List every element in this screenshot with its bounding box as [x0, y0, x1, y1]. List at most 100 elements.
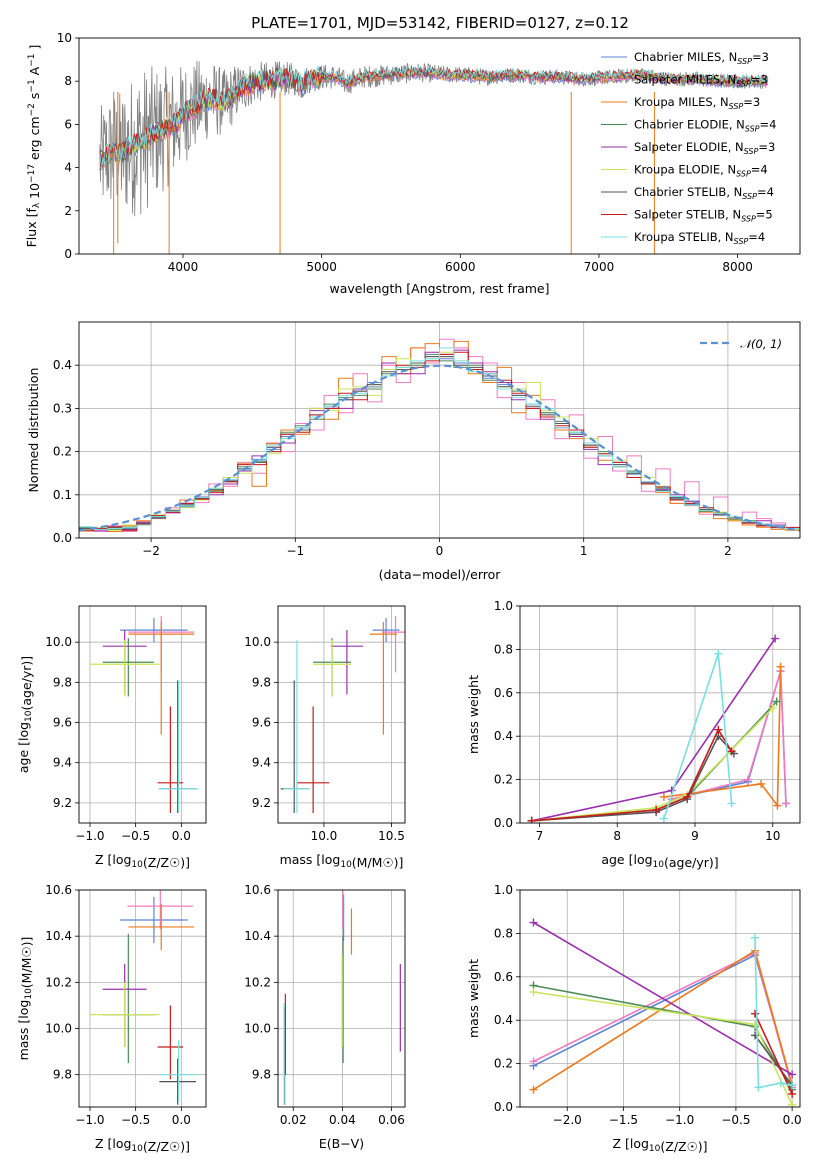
legend-nssp: =4	[751, 163, 768, 177]
label-text: Normed distribution	[26, 368, 41, 493]
y-tick-label: 10	[57, 31, 72, 45]
errorbar-chabrier-stelib	[159, 1058, 196, 1105]
label-text: mass weight	[466, 675, 481, 754]
label-text: A	[27, 66, 42, 75]
y-tick-label: 0.2	[494, 1057, 513, 1071]
legend-nssp: =4	[760, 118, 777, 132]
label-text: (Z/Z☉)]	[143, 855, 190, 870]
y-tick-label: 8	[64, 74, 72, 88]
label-subscript: λ	[32, 202, 42, 208]
y-tick-label: 0.4	[494, 729, 513, 743]
label-subscript: 10	[131, 1144, 143, 1154]
y-tick-label: 0.6	[494, 970, 513, 984]
axes-frame	[277, 605, 406, 824]
y-tick-label: 0.4	[53, 358, 72, 372]
legend-model-name: Salpeter ELODIE, N	[634, 140, 744, 154]
errorbar-kroupa-stelib	[158, 1040, 199, 1103]
x-axis-label: Z [log10(Z/Z☉)]	[95, 852, 190, 870]
y-tick-label: 0.0	[494, 1100, 513, 1114]
plot-area	[529, 918, 797, 1107]
legend-model-name: Kroupa MILES, N	[634, 95, 729, 109]
label-text: Z [	[95, 852, 112, 867]
x-tick-label: 10.0	[311, 829, 338, 843]
gaussian-reference-curve	[79, 364, 800, 532]
plot-area	[79, 338, 800, 532]
legend-model-name: Salpeter STELIB, N	[634, 208, 741, 222]
y-tick-label: 9.6	[252, 716, 271, 730]
weight-series-kroupa-stelib	[659, 649, 736, 823]
legend-subscript: SSP	[736, 170, 751, 179]
x-tick-label: −1.0	[75, 829, 104, 843]
y-tick-label: 9.8	[53, 1068, 72, 1082]
x-tick-label: 0.06	[378, 1113, 405, 1127]
label-text: mass [	[280, 852, 322, 867]
legend-subscript: SSP	[745, 125, 760, 134]
x-tick-label: 10	[765, 829, 780, 843]
x-tick-label: −1	[286, 544, 304, 558]
errorbar-kroupa-elodie	[89, 640, 160, 697]
errorbar-salpeter-miles	[382, 616, 405, 673]
x-axis-label: (data−model)/error	[379, 567, 502, 582]
label-text: mass weight	[466, 959, 481, 1038]
label-text: log	[633, 852, 652, 867]
errorbar-salpeter-elodie	[330, 630, 364, 695]
label-text: (Z/Z☉)]	[143, 1139, 190, 1154]
y-tick-label: 0	[64, 247, 72, 261]
y-tick-label: 10.4	[45, 929, 72, 943]
x-tick-label: −0.5	[721, 1113, 750, 1127]
x-tick-label: 5000	[306, 260, 337, 274]
legend-model-name: Chabrier MILES, N	[634, 50, 737, 64]
x-tick-label: 0.0	[172, 1113, 191, 1127]
y-tick-label: 9.4	[53, 756, 72, 770]
label-text: Flux [f	[24, 208, 39, 248]
figure-title: PLATE=1701, MJD=53142, FIBERID=0127, z=0…	[251, 14, 629, 32]
y-tick-label: 0.0	[53, 531, 72, 545]
label-text: s	[27, 93, 42, 100]
y-tick-label: 10.6	[244, 883, 271, 897]
y-tick-label: 0.8	[494, 642, 513, 656]
x-tick-label: 0.0	[783, 1113, 802, 1127]
legend-label: Kroupa MILES, NSSP=3	[634, 95, 760, 111]
y-tick-label: 0.8	[494, 926, 513, 940]
z-mass-panel: −1.0 −0.5 0.09.810.010.210.410.6Z [log10(Z…	[16, 883, 207, 1154]
y-tick-label: 10.0	[45, 1022, 72, 1036]
z-weight-panel: −2.0 −1.5 −1.0 −0.5 0.0 0.0 0.2 0.4 0.6 0.8 1.0 Z […	[466, 883, 802, 1154]
legend-subscript: SSP	[741, 215, 756, 224]
histogram-kroupa-stelib	[79, 347, 800, 530]
label-text: (Z/Z☉)]	[660, 1139, 707, 1154]
axes-frame	[78, 889, 207, 1108]
weight-series-kroupa-miles	[659, 662, 785, 810]
x-axis-label: Z [log10(Z/Z☉)]	[612, 1136, 707, 1154]
residuals-legend: 𝒩(0, 1)	[700, 337, 782, 351]
legend-model-name: Salpeter MILES, N	[634, 73, 736, 87]
label-subscript: 10	[653, 860, 665, 870]
x-tick-label: 0.04	[329, 1113, 356, 1127]
label-superscript: −1	[27, 79, 37, 92]
legend-nssp: =5	[756, 208, 773, 222]
model-spectrum-chabrier-stelib	[99, 66, 768, 163]
y-axis-label: mass weight	[466, 675, 481, 754]
axes-frame	[78, 321, 801, 539]
legend-nssp: =3	[758, 140, 775, 154]
x-tick-label: 0.02	[280, 1113, 307, 1127]
legend-label: Salpeter MILES, NSSP=3	[634, 73, 768, 89]
legend-nssp: =4	[748, 230, 765, 244]
x-tick-label: 2	[724, 544, 732, 558]
legend-label: Salpeter STELIB, NSSP=5	[634, 208, 773, 224]
x-tick-label: 10.5	[378, 829, 405, 843]
y-tick-label: 0.0	[494, 816, 513, 830]
legend-nssp: =3	[743, 95, 760, 109]
x-tick-label: −2.0	[553, 1113, 582, 1127]
y-tick-label: 0.4	[494, 1013, 513, 1027]
errorbar-kroupa-miles	[369, 622, 397, 735]
gaussian-legend-label: 𝒩(0, 1)	[740, 337, 782, 351]
x-tick-label: 9	[691, 829, 699, 843]
errorbar-kroupa-elodie	[313, 640, 351, 697]
y-tick-label: 9.4	[252, 756, 271, 770]
x-axis-label: E(B−V)	[319, 1136, 364, 1151]
legend-model-name: Kroupa ELODIE, N	[634, 163, 736, 177]
y-tick-label: 0.2	[53, 445, 72, 459]
errorbar-salpeter-miles	[127, 890, 194, 930]
label-text: log	[321, 852, 340, 867]
legend-model-name: Chabrier ELODIE, N	[634, 118, 745, 132]
